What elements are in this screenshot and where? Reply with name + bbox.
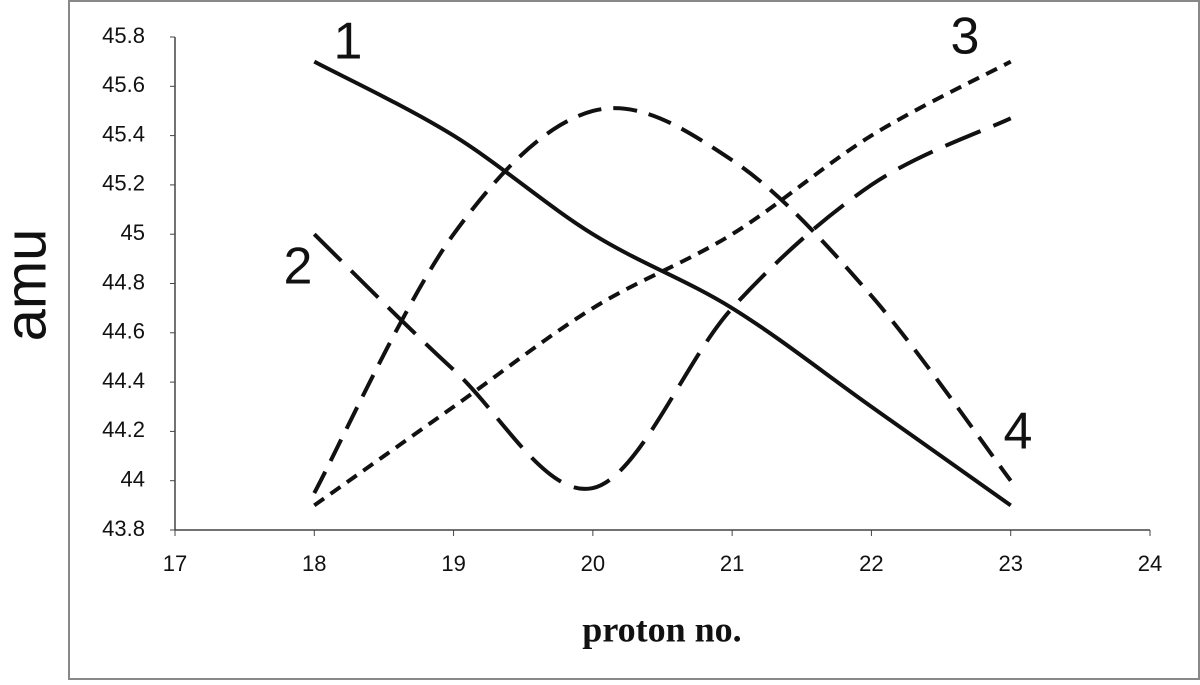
x-tick-label: 21: [720, 551, 744, 576]
y-axis-title: amu: [0, 229, 58, 342]
series-label: 2: [284, 238, 313, 296]
x-tick-label: 19: [441, 551, 465, 576]
x-tick-label: 20: [581, 551, 605, 576]
y-tick-label: 44.4: [102, 368, 145, 393]
series-label: 4: [1004, 403, 1033, 461]
series-line: [313, 59, 1012, 507]
x-tick-label: 17: [163, 551, 187, 576]
y-tick-label: 45.4: [102, 121, 145, 146]
x-tick-label: 18: [302, 551, 326, 576]
frame: [68, 0, 1200, 680]
x-axis-title: proton no.: [582, 609, 741, 649]
x-tick-label: 22: [859, 551, 883, 576]
y-tick-label: 45.8: [102, 23, 145, 48]
series-line: [312, 106, 1013, 494]
y-tick-label: 44.2: [102, 417, 145, 442]
y-tick-label: 44: [121, 467, 145, 492]
y-tick-label: 44.8: [102, 269, 145, 294]
x-tick-label: 23: [998, 551, 1022, 576]
y-tick-label: 44.6: [102, 319, 145, 344]
series-label: 3: [951, 8, 980, 66]
x-tick-label: 24: [1138, 551, 1162, 576]
y-tick-label: 45: [121, 220, 145, 245]
series-label: 1: [334, 13, 363, 71]
y-tick-label: 43.8: [102, 516, 145, 541]
y-tick-label: 45.6: [102, 72, 145, 97]
series-line: [312, 116, 1012, 491]
y-tick-label: 45.2: [102, 171, 145, 196]
series-line: [313, 59, 1012, 507]
